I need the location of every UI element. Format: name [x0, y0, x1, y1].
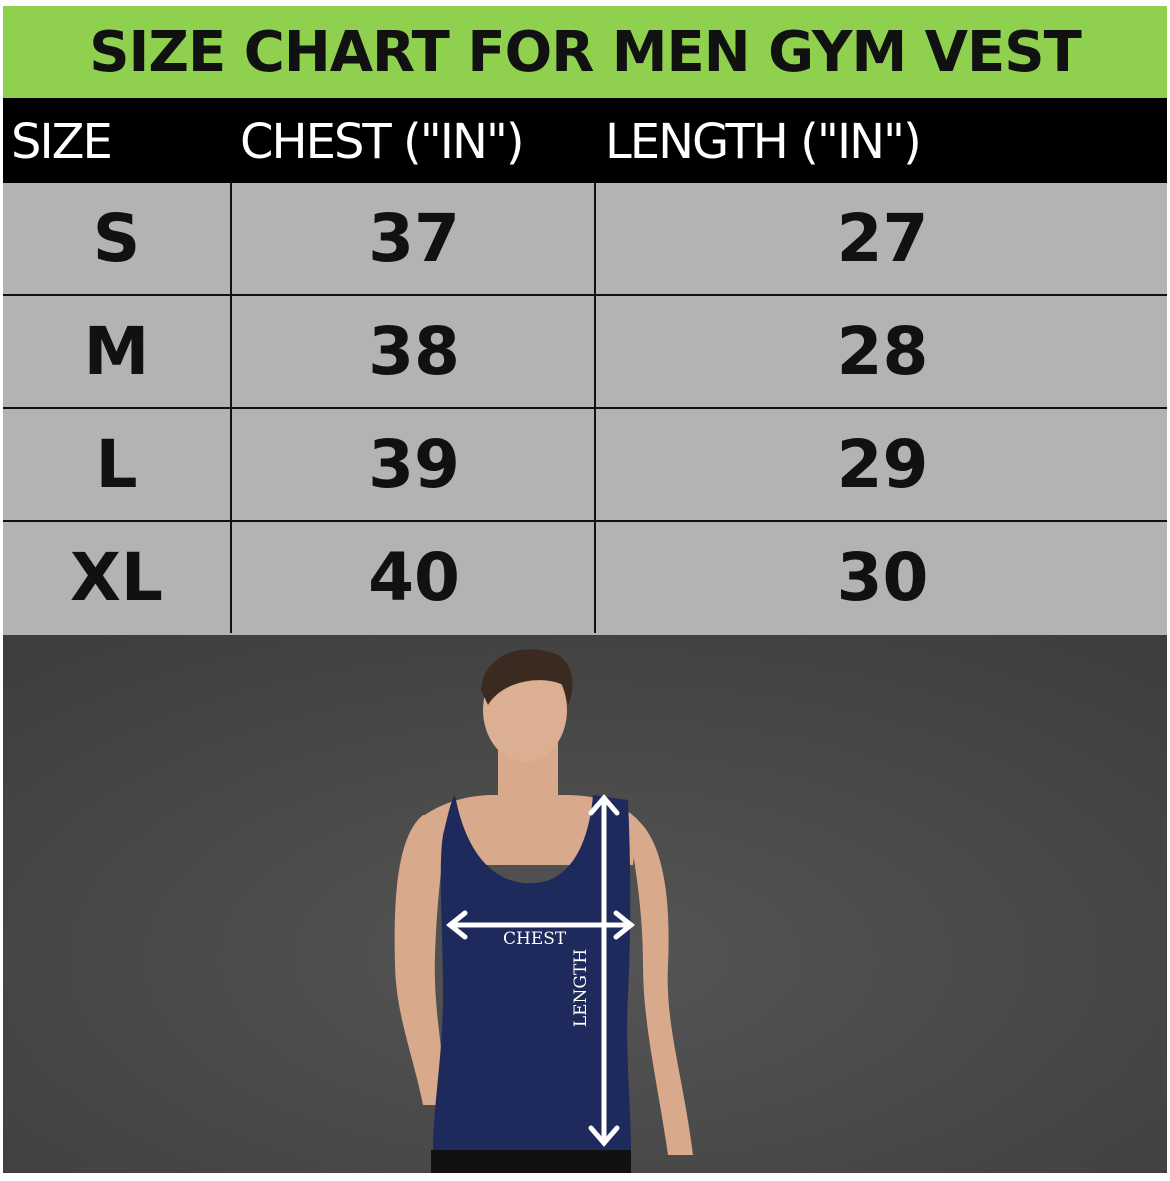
length-label: LENGTH — [571, 948, 591, 1028]
table-row: L 39 29 — [3, 409, 1167, 522]
length-cell: 29 — [594, 409, 1169, 520]
hair — [481, 649, 573, 705]
table-header: SIZE CHEST ("IN") LENGTH ("IN") — [3, 98, 1167, 183]
size-cell: M — [83, 313, 150, 390]
chest-label: CHEST — [503, 929, 567, 949]
length-arrow — [588, 794, 620, 1147]
header-size: SIZE — [11, 114, 113, 170]
length-cell: 27 — [594, 183, 1169, 294]
length-cell: 28 — [594, 296, 1169, 407]
table-row: S 37 27 — [3, 183, 1167, 296]
model-photo: CHEST LENGTH — [3, 635, 1167, 1173]
shorts — [431, 1150, 631, 1173]
header-chest: CHEST ("IN") — [240, 114, 525, 170]
table-row: XL 40 30 — [3, 522, 1167, 635]
chest-cell: 38 — [230, 296, 596, 407]
size-cell: S — [92, 200, 141, 277]
chest-cell: 39 — [230, 409, 596, 520]
size-cell: L — [95, 426, 138, 503]
vest — [433, 795, 631, 1153]
model-illustration — [3, 635, 1167, 1173]
left-arm — [394, 815, 448, 1105]
length-cell: 30 — [594, 522, 1169, 633]
header-length: LENGTH ("IN") — [605, 114, 922, 170]
table-row: M 38 28 — [3, 296, 1167, 409]
chest-cell: 37 — [230, 183, 596, 294]
chest-cell: 40 — [230, 522, 596, 633]
size-cell: XL — [70, 539, 163, 616]
chart-title: SIZE CHART FOR MEN GYM VEST — [3, 6, 1167, 98]
size-table: S 37 27 M 38 28 L 39 29 XL 40 30 — [3, 183, 1167, 635]
chest-arrow — [445, 910, 636, 940]
right-arm — [628, 815, 693, 1155]
